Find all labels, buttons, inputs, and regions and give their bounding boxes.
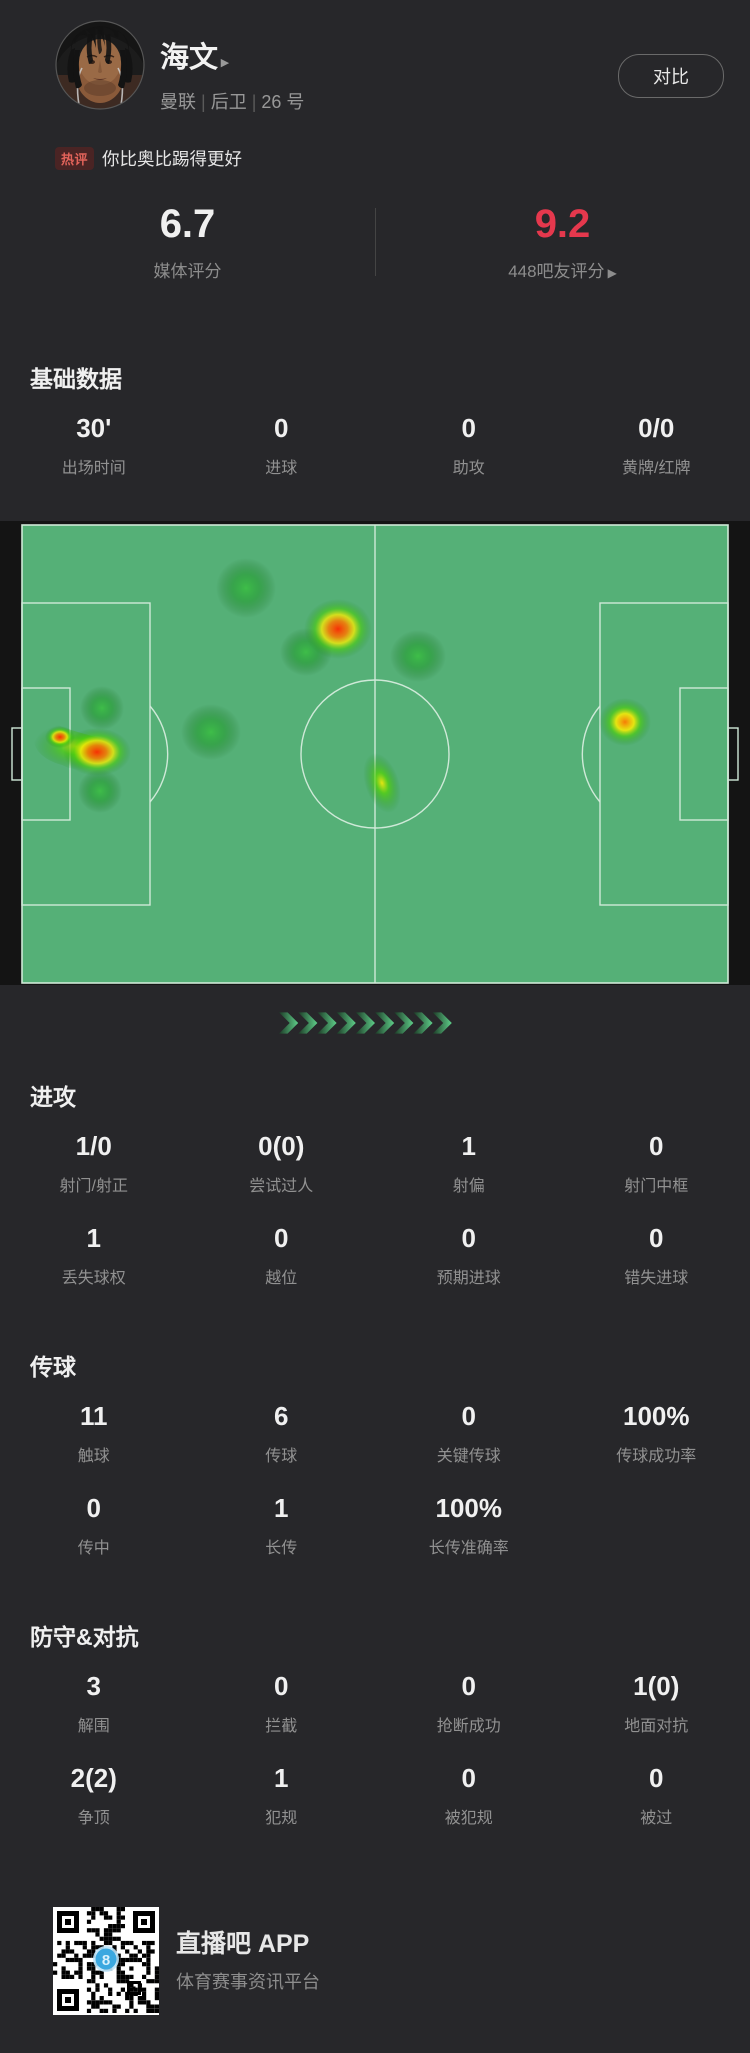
svg-text:8: 8 bbox=[102, 1952, 110, 1969]
